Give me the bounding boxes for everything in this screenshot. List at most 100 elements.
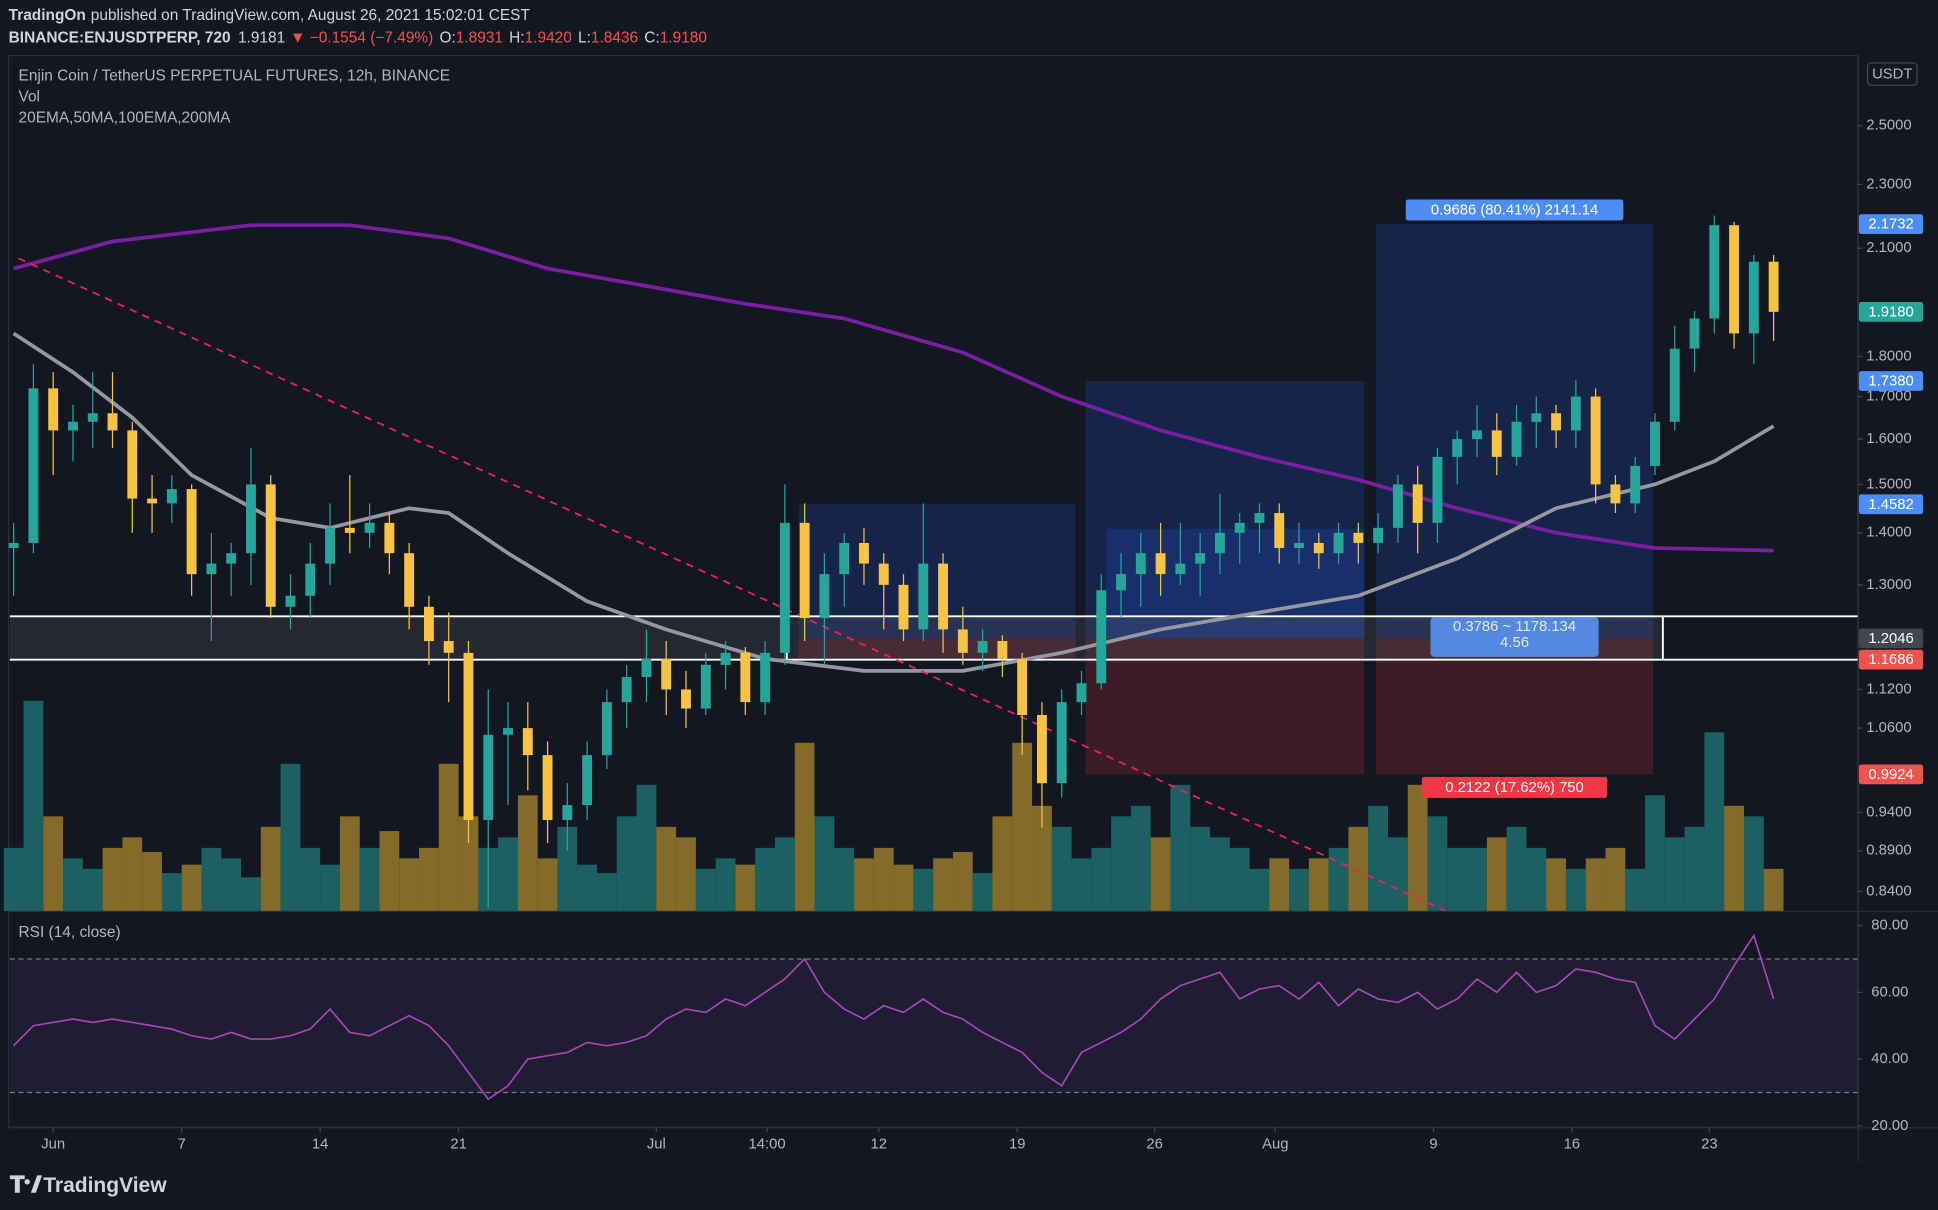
candle-body xyxy=(1116,574,1126,591)
y-tick-label: 2.5000 xyxy=(1866,118,1911,134)
candle-body xyxy=(1313,542,1324,554)
price-badge xyxy=(1858,214,1924,235)
currency: USDT xyxy=(1872,67,1912,83)
volume-bar xyxy=(221,858,242,911)
x-tick-label: 7 xyxy=(178,1136,186,1152)
candle-body xyxy=(621,677,632,703)
volume-bar xyxy=(399,858,420,911)
volume-bar xyxy=(715,858,736,911)
publish-line: TradingOn published on TradingView.com, A… xyxy=(9,7,531,24)
candle-body xyxy=(1096,590,1107,684)
x-tick-label: 14 xyxy=(312,1136,329,1152)
volume-bar xyxy=(616,816,637,911)
volume-bar xyxy=(181,864,202,911)
volume-bar xyxy=(933,858,953,911)
candle-body xyxy=(1669,348,1680,422)
candle-body xyxy=(186,489,197,575)
chart-title: Enjin Coin / TetherUS PERPETUAL FUTURES,… xyxy=(19,68,451,85)
volume-bar xyxy=(1328,847,1349,911)
candle-body xyxy=(1729,225,1740,334)
ohlc-label: O: xyxy=(439,29,455,46)
plot-frame xyxy=(8,55,1859,1128)
volume-bar xyxy=(517,795,538,911)
candle-body xyxy=(443,641,454,653)
volume-bar xyxy=(656,826,677,911)
plot-layer: 0.9686 (80.41%) 2141.14 0.3786 ~ 1178.134… xyxy=(3,199,1858,1101)
volume-bar xyxy=(1308,858,1329,911)
candle-body xyxy=(1214,532,1225,554)
volume-bar xyxy=(1051,826,1072,911)
volume-bar xyxy=(794,742,815,911)
volume-bar xyxy=(1368,805,1389,911)
currency-box[interactable] xyxy=(1866,62,1918,86)
volume-bar xyxy=(122,837,143,911)
volume-bar xyxy=(1210,837,1230,911)
candle-body xyxy=(1175,563,1186,575)
candle-body xyxy=(1768,261,1779,312)
candle-body xyxy=(740,652,751,703)
candle-body xyxy=(1294,542,1304,549)
candle-body xyxy=(641,658,652,678)
rsi-tick-label: 20.00 xyxy=(1871,1118,1908,1134)
rsi-line xyxy=(13,933,1775,1101)
logo-icon xyxy=(9,1175,43,1193)
candle-body xyxy=(463,652,474,820)
y-tick-label: 1.8000 xyxy=(1866,348,1911,364)
candle-body xyxy=(1195,553,1206,564)
volume-bar xyxy=(636,784,657,911)
rsi-band xyxy=(9,958,1858,1093)
volume-bar xyxy=(1407,784,1428,911)
candle-body xyxy=(344,527,355,533)
candle-body xyxy=(1630,465,1641,504)
volume-bar xyxy=(992,816,1013,911)
volume-bar xyxy=(1526,847,1547,911)
candle-body xyxy=(839,542,850,575)
volume-bar xyxy=(1467,847,1487,911)
candle-body xyxy=(1650,421,1660,466)
symbol-line: BINANCE:ENJUSDTPERP, 720 1.9181 ▼ −0.1554 … xyxy=(9,29,707,46)
candle-body xyxy=(1353,532,1364,543)
candle-body xyxy=(601,702,612,756)
volume-bar xyxy=(1091,847,1112,911)
volume-bar xyxy=(1071,858,1092,911)
volume-bar xyxy=(1743,816,1764,911)
candle-body xyxy=(8,542,19,549)
x-tick-label: 23 xyxy=(1701,1136,1718,1152)
candle-body xyxy=(1076,683,1087,703)
price-badge xyxy=(1858,494,1924,515)
y-tick-label: 1.1200 xyxy=(1866,681,1911,697)
y-tick-label: 2.3000 xyxy=(1866,176,1911,192)
volume-bar xyxy=(63,858,83,911)
candle-body xyxy=(107,413,118,431)
price-badge xyxy=(1858,301,1924,322)
volume-bar xyxy=(1625,868,1646,911)
price-badge-label: 1.1686 xyxy=(1868,652,1913,668)
price-badge-label: 1.9180 xyxy=(1868,304,1913,320)
volume-bar xyxy=(1229,847,1250,911)
entry-label: 4.56 xyxy=(1500,635,1529,651)
x-tick-label: 14:00 xyxy=(749,1136,786,1152)
volume-bar xyxy=(1506,826,1527,911)
volume-bar xyxy=(537,858,558,911)
candle-body xyxy=(1472,430,1482,440)
candle-body xyxy=(819,574,830,619)
candle-body xyxy=(878,563,889,585)
candle-body xyxy=(226,553,237,564)
candle-body xyxy=(1491,430,1502,457)
candle-body xyxy=(700,664,711,709)
candle-body xyxy=(779,522,790,653)
volume-bar xyxy=(952,852,973,911)
candle-body xyxy=(522,728,533,756)
x-tick-label: 26 xyxy=(1146,1136,1163,1152)
rsi-tick-label: 60.00 xyxy=(1871,984,1908,1000)
volume-bar xyxy=(972,873,993,911)
volume-bar xyxy=(834,847,855,911)
x-tick-label: Jul xyxy=(647,1136,666,1152)
volume-bar xyxy=(1684,826,1705,911)
candle-body xyxy=(977,641,988,653)
candle-body xyxy=(1037,715,1047,784)
candle-body xyxy=(997,641,1008,659)
x-tick-label: 16 xyxy=(1564,1136,1581,1152)
volume-bar xyxy=(1111,816,1131,911)
